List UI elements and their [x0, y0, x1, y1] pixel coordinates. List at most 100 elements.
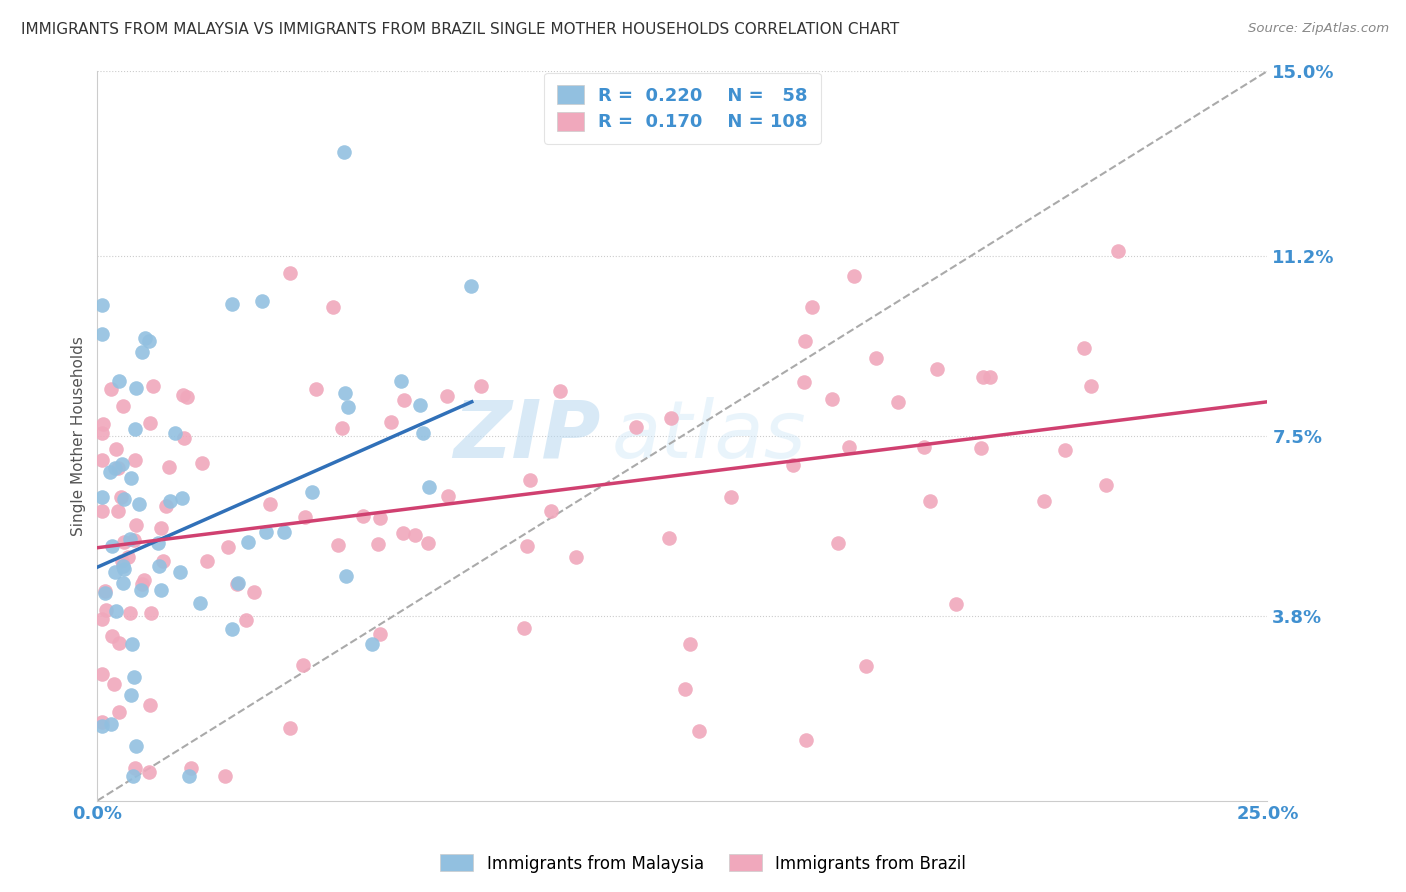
Point	[172, 491, 194, 505]
Point	[865, 351, 887, 365]
Point	[91, 326, 114, 341]
Point	[412, 425, 434, 440]
Point	[117, 549, 139, 564]
Point	[925, 362, 948, 376]
Point	[394, 392, 416, 407]
Point	[336, 400, 359, 414]
Point	[128, 497, 150, 511]
Point	[720, 490, 742, 504]
Point	[838, 440, 860, 454]
Point	[152, 553, 174, 567]
Point	[124, 761, 146, 775]
Point	[138, 334, 160, 348]
Point	[250, 294, 273, 309]
Point	[782, 458, 804, 472]
Point	[124, 533, 146, 548]
Point	[91, 417, 114, 431]
Point	[1080, 379, 1102, 393]
Point	[180, 761, 202, 775]
Point	[173, 431, 195, 445]
Point	[273, 525, 295, 540]
Point	[280, 722, 302, 736]
Point	[540, 504, 562, 518]
Point	[138, 765, 160, 780]
Point	[945, 597, 967, 611]
Point	[159, 494, 181, 508]
Point	[112, 399, 135, 413]
Point	[800, 301, 823, 315]
Point	[176, 390, 198, 404]
Point	[134, 331, 156, 345]
Point	[134, 574, 156, 588]
Point	[148, 559, 170, 574]
Point	[94, 583, 117, 598]
Point	[235, 613, 257, 627]
Point	[659, 411, 682, 425]
Point	[1107, 244, 1129, 258]
Point	[94, 585, 117, 599]
Point	[177, 769, 200, 783]
Point	[970, 442, 993, 456]
Point	[254, 525, 277, 540]
Point	[794, 732, 817, 747]
Point	[91, 452, 114, 467]
Point	[108, 705, 131, 719]
Point	[107, 460, 129, 475]
Point	[322, 300, 344, 314]
Point	[157, 459, 180, 474]
Point	[389, 374, 412, 388]
Point	[688, 723, 710, 738]
Point	[305, 382, 328, 396]
Point	[142, 378, 165, 392]
Text: atlas: atlas	[612, 397, 807, 475]
Point	[112, 492, 135, 507]
Point	[129, 583, 152, 598]
Point	[165, 425, 187, 440]
Point	[827, 536, 849, 550]
Point	[104, 566, 127, 580]
Point	[236, 535, 259, 549]
Point	[94, 603, 117, 617]
Point	[1073, 341, 1095, 355]
Point	[131, 577, 153, 591]
Point	[149, 521, 172, 535]
Point	[112, 562, 135, 576]
Point	[368, 511, 391, 525]
Point	[409, 398, 432, 412]
Point	[101, 539, 124, 553]
Point	[221, 623, 243, 637]
Point	[120, 470, 142, 484]
Point	[139, 698, 162, 712]
Point	[335, 569, 357, 583]
Point	[188, 596, 211, 610]
Point	[979, 369, 1001, 384]
Point	[121, 769, 143, 783]
Point	[548, 384, 571, 398]
Point	[141, 606, 163, 620]
Point	[105, 604, 128, 618]
Point	[436, 389, 458, 403]
Point	[131, 344, 153, 359]
Point	[107, 503, 129, 517]
Point	[214, 769, 236, 783]
Point	[673, 682, 696, 697]
Point	[887, 395, 910, 409]
Point	[197, 554, 219, 568]
Point	[100, 383, 122, 397]
Point	[124, 422, 146, 436]
Point	[842, 268, 865, 283]
Point	[221, 296, 243, 310]
Point	[150, 582, 173, 597]
Point	[91, 719, 114, 733]
Point	[328, 538, 350, 552]
Legend: R =  0.220    N =   58, R =  0.170    N = 108: R = 0.220 N = 58, R = 0.170 N = 108	[544, 73, 821, 144]
Point	[191, 456, 214, 470]
Point	[367, 537, 389, 551]
Point	[821, 392, 844, 406]
Point	[912, 440, 935, 454]
Point	[1095, 477, 1118, 491]
Point	[105, 442, 128, 457]
Point	[91, 666, 114, 681]
Point	[101, 629, 124, 643]
Point	[918, 493, 941, 508]
